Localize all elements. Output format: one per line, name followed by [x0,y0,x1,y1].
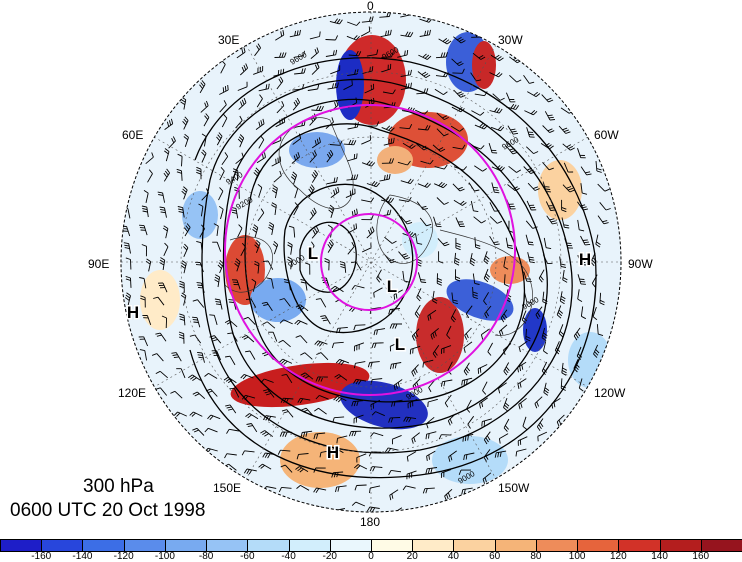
colorbar-tick-label: 140 [651,551,668,562]
svg-text:H: H [127,303,139,322]
colorbar-tick-label: -40 [281,551,295,562]
svg-text:L: L [308,244,318,263]
valid-time-title: 0600 UTC 20 Oct 1998 [10,500,205,522]
lon-label-0: 0 [367,0,374,13]
colorbar-cell [536,540,577,551]
lon-label-150w: 150W [498,481,529,495]
lon-label-30w: 30W [498,33,523,47]
high-pressure-center: H [327,443,339,462]
colorbar-cell [82,540,123,551]
high-pressure-center: H [579,250,591,269]
svg-text:L: L [395,335,405,354]
low-pressure-center: L [387,277,397,296]
lon-label-90e: 90E [88,257,109,271]
high-pressure-center: H [127,303,139,322]
colorbar-cell [618,540,659,551]
colorbar-tick-label: 60 [489,551,500,562]
lon-label-120w: 120W [594,386,625,400]
colorbar-cell [124,540,165,551]
svg-text:H: H [579,250,591,269]
colorbar-cell [165,540,206,551]
lon-label-180: 180 [360,515,380,529]
colorbar-tick-label: 40 [448,551,459,562]
colorbar-cell [495,540,536,551]
colorbar-tick-label: -80 [199,551,213,562]
colorbar-cell [330,540,371,551]
colorbar-tick-label: 0 [368,551,374,562]
colorbar-cell [289,540,330,551]
lon-label-120e: 120E [118,386,146,400]
colorbar-cell [0,540,41,551]
lon-label-90w: 90W [628,257,653,271]
svg-text:H: H [327,443,339,462]
lon-label-150e: 150E [213,481,241,495]
colorbar-tick-label: -60 [240,551,254,562]
pressure-level-title: 300 hPa [83,476,154,498]
colorbar-cell [701,540,742,551]
colorbar-tick-label: 160 [692,551,709,562]
low-pressure-center: L [308,244,318,263]
low-pressure-center: L [395,335,405,354]
colorbar-tick-label: -20 [323,551,337,562]
svg-text:L: L [387,277,397,296]
colorbar-cell [412,540,453,551]
colorbar-tick-label: 80 [530,551,541,562]
colorbar-cell [577,540,618,551]
lon-label-30e: 30E [218,33,239,47]
colorbar-tick-label: -100 [155,551,175,562]
colorbar-tick-label: -140 [72,551,92,562]
colorbar-tick-label: 100 [569,551,586,562]
colorbar-cell [371,540,412,551]
colorbar-cell [660,540,701,551]
colorbar-cell [41,540,82,551]
colorbar-tick-label: -160 [31,551,51,562]
colorbar-tick-label: 120 [610,551,627,562]
colorbar-tick-label: 20 [407,551,418,562]
colorbar-tick-label: -120 [114,551,134,562]
colorbar-cell [206,540,247,551]
lon-label-60w: 60W [594,128,619,142]
lon-label-60e: 60E [122,128,143,142]
colorbar-cell [453,540,494,551]
colorbar-cell [247,540,288,551]
